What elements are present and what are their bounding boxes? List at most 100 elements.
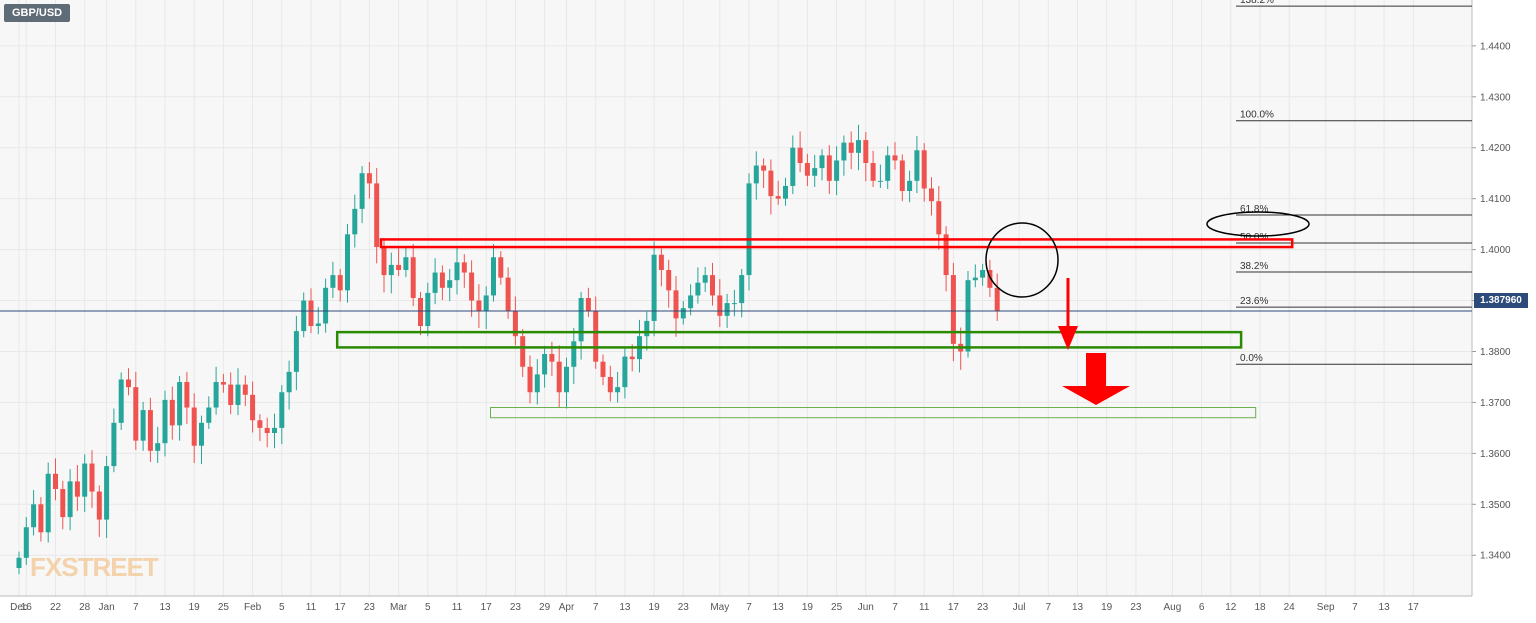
fib-level-label: 138.2%	[1240, 0, 1274, 6]
fib-level-label: 0.0%	[1240, 353, 1263, 364]
candle-body	[695, 282, 701, 296]
candle-body	[651, 254, 657, 321]
x-tick-label: 18	[1254, 602, 1266, 613]
candle-body	[403, 257, 409, 270]
candle-body	[972, 277, 978, 281]
candle-body	[585, 298, 591, 311]
candle-body	[775, 196, 781, 199]
candle-body	[644, 320, 650, 337]
y-tick-label: 1.4100	[1480, 194, 1511, 205]
candle-body	[899, 160, 905, 192]
candle-body	[286, 371, 292, 393]
candle-body	[936, 201, 942, 235]
candle-body	[177, 382, 183, 426]
highlight-circle	[985, 222, 1059, 298]
x-tick-label: Feb	[244, 602, 262, 613]
x-tick-label: 11	[452, 602, 463, 613]
symbol-badge: GBP/USD	[4, 4, 71, 22]
plot-background	[0, 0, 1472, 596]
candle-body	[571, 341, 577, 367]
candle-body	[118, 379, 124, 423]
x-tick-label: 24	[1284, 602, 1296, 613]
x-tick-label: 25	[218, 602, 230, 613]
x-tick-label: Mar	[390, 602, 408, 613]
candle-body	[658, 254, 664, 270]
candle-body	[257, 420, 263, 428]
candle-body	[74, 481, 80, 497]
x-tick-label: 13	[159, 602, 171, 613]
candle-body	[498, 257, 504, 278]
x-tick-label: 5	[279, 602, 285, 613]
x-tick-label: 17	[1408, 602, 1420, 613]
candle-body	[688, 295, 694, 309]
x-tick-label: Aug	[1164, 602, 1182, 613]
x-tick-label: 29	[539, 602, 551, 613]
support-zone-box	[335, 330, 1243, 349]
candle-body	[877, 180, 883, 182]
y-tick-label: 1.3800	[1480, 347, 1511, 358]
watermark-logo: FXSTREET	[30, 552, 159, 582]
y-tick-label: 1.4000	[1480, 245, 1511, 256]
x-tick-label: 23	[510, 602, 522, 613]
candle-body	[980, 269, 986, 278]
candle-body	[381, 247, 387, 276]
candle-body	[804, 163, 810, 176]
x-tick-label: 6	[1199, 602, 1205, 613]
x-tick-label: 17	[481, 602, 493, 613]
candle-body	[366, 173, 372, 184]
candle-body	[505, 277, 511, 311]
candle-body	[812, 168, 818, 176]
candle-body	[45, 473, 51, 533]
candle-body	[155, 443, 161, 451]
candle-body	[476, 300, 482, 311]
candle-body	[315, 323, 321, 327]
candle-body	[527, 366, 533, 393]
candle-body	[23, 527, 29, 558]
candle-body	[790, 147, 796, 186]
x-tick-label: 19	[189, 602, 201, 613]
x-tick-label: 22	[50, 602, 62, 613]
candle-body	[16, 557, 22, 568]
candle-body	[564, 366, 569, 393]
candle-body	[783, 185, 788, 199]
candle-body	[337, 275, 343, 291]
x-tick-label: 13	[1072, 602, 1084, 613]
candle-body	[301, 300, 307, 332]
x-tick-label: Apr	[559, 602, 575, 613]
candle-body	[929, 188, 934, 202]
x-tick-label: 11	[919, 602, 930, 613]
x-tick-label: 7	[892, 602, 898, 613]
candle-body	[768, 170, 774, 197]
y-tick-label: 1.3600	[1480, 449, 1511, 460]
last-price-tag: 1.387960	[1474, 293, 1528, 308]
candle-body	[673, 290, 679, 319]
resistance-zone-box	[379, 238, 1294, 249]
candle-body	[600, 361, 606, 377]
candle-body	[169, 399, 175, 426]
candle-body	[359, 173, 365, 209]
candle-body	[82, 463, 88, 497]
candle-body	[520, 336, 526, 367]
x-tick-label: 19	[1101, 602, 1113, 613]
candle-body	[308, 300, 314, 327]
candle-body	[272, 427, 277, 433]
candle-body	[702, 275, 708, 283]
candle-body	[469, 272, 475, 301]
y-tick-label: 1.3700	[1480, 398, 1511, 409]
candle-body	[556, 361, 562, 393]
y-tick-label: 1.4200	[1480, 143, 1511, 154]
candle-body	[31, 504, 37, 528]
x-tick-label: 23	[364, 602, 376, 613]
candle-body	[96, 491, 102, 520]
candle-body	[461, 262, 467, 273]
fib-level-label: 100.0%	[1240, 110, 1274, 121]
candle-body	[250, 394, 256, 421]
candle-body	[242, 384, 248, 395]
candle-body	[53, 473, 58, 490]
candle-body	[666, 269, 672, 291]
x-tick-label: Jun	[858, 602, 874, 613]
candle-body	[425, 292, 431, 327]
candle-body	[892, 155, 898, 161]
